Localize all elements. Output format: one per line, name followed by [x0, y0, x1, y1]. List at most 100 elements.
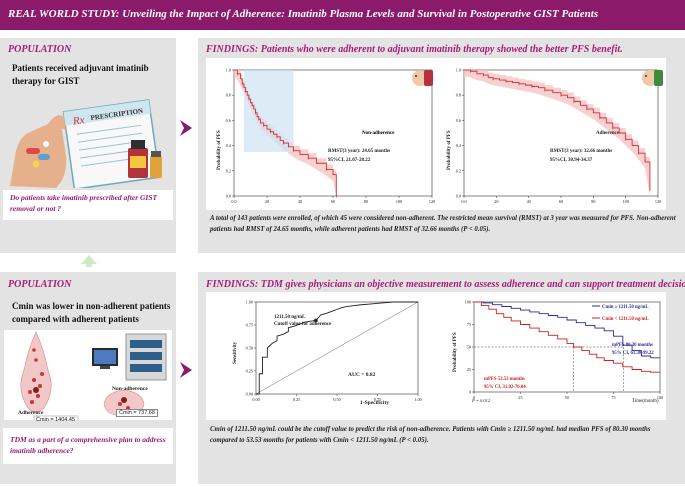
population-question-2: TDM as a part of a comprehensive plan to…: [10, 435, 166, 455]
km1-rmst-region: [243, 70, 294, 152]
km1-xtick-label: 20: [265, 199, 269, 204]
roc-xtick-label: 1.00: [414, 397, 421, 402]
km3-legend: Cmin ≥ 1211.50 ng/mL Cmin < 1211.50 ng/m…: [592, 305, 649, 322]
km1-ytick-label: 1.0: [226, 68, 231, 73]
km3-legend-high: Cmin ≥ 1211.50 ng/mL: [602, 305, 649, 310]
km1-xtick-label: 40: [298, 199, 302, 204]
findings-caption-1: A total of 143 patients were enrolled, o…: [210, 215, 676, 233]
km1-ci-band: [234, 70, 337, 196]
km2-annotation-1: RMST(3 year): 32.66 months: [550, 149, 612, 154]
km1-annotation-1: RMST(3 year): 24.65 months: [328, 149, 390, 154]
km3-xtick-label: 0: [473, 395, 475, 400]
km2-ytick-label: 0.2: [456, 168, 461, 173]
population-title-2: POPULATION: [8, 279, 72, 290]
km3-p-value: P = 0.012: [471, 398, 491, 403]
non-adherence-pill-icon: [410, 66, 434, 95]
pill-red: [26, 148, 40, 154]
non-adherence-label: Non-adherence: [112, 386, 148, 392]
km3-ytick-label: 50: [467, 345, 471, 350]
km2-ytick-label: 0.8: [456, 93, 461, 98]
km2-xtick-label: 100: [623, 199, 629, 204]
roc-xtick-label: 0.50: [333, 397, 340, 402]
roc-xtick-label: 0.75: [374, 397, 381, 402]
km1-group-label: Non-adherence: [362, 131, 395, 136]
roc-ytick-label: 0.50: [246, 346, 253, 351]
km2-xtick-label: 0.0: [461, 199, 466, 204]
roc-cutoff-label-2: Cutoff value for adherence: [274, 322, 332, 327]
km1-ytick-label: 0.0: [226, 194, 231, 199]
km3-xlabel: Time(month): [632, 399, 659, 404]
arrow-right-icon: [178, 360, 194, 385]
roc-auc-label: AUC = 0.82: [348, 372, 376, 378]
cmin-violin-plot: Adherence: [18, 331, 167, 420]
km3-ytick-label: 100: [465, 300, 471, 305]
km2-ylabel: Probability of PFS: [447, 130, 452, 170]
km1-xtick-label: 80: [364, 199, 368, 204]
roc-ytick-label: 1.00: [246, 300, 253, 305]
roc-ytick-label: 0.00: [246, 392, 253, 397]
findings-title-1: FINDINGS: Patients who were adherent to …: [206, 44, 623, 55]
km1-ylabel: Probability of PFS: [217, 130, 222, 170]
km2-xtick-label: 80: [591, 199, 595, 204]
roc-ytick-label: 0.75: [246, 323, 253, 328]
km3-median-low-1: mPFS 53.53 months: [484, 377, 525, 382]
km2-ytick-label: 1.0: [456, 68, 461, 73]
arrow-up-icon: [80, 254, 98, 273]
km3-xtick-label: 25: [518, 395, 522, 400]
roc-ylabel: Sensitivity: [233, 341, 238, 364]
km-chart-cmin: Probability of PFS 0 25 50 75 1000255075100 …: [453, 300, 663, 405]
km2-ytick-label: 0.4: [456, 143, 462, 148]
km3-curve-0: [474, 301, 660, 359]
population-text-1: Patients received adjuvant imatinib ther…: [12, 63, 149, 86]
adherence-cmean: C̄min = 1404.45: [36, 417, 75, 423]
findings-title-2: FINDINGS: TDM gives physicians an object…: [206, 279, 685, 290]
roc-curve: [256, 301, 418, 395]
km-chart-adherence: Probability of PFS 0.0 20 40 60 80 100 120 0.0 0…: [447, 68, 661, 205]
km2-ytick-label: 0.0: [456, 194, 461, 199]
roc-ytick-label: 0.25: [246, 369, 253, 374]
adherence-label: Adherence: [18, 410, 44, 416]
km3-median-low-2: 95% CI, 31.02-76.04: [484, 385, 526, 390]
km1-xtick-label: 120: [429, 199, 435, 204]
pill-blue: [38, 154, 50, 160]
km3-ytick-label: 0: [469, 390, 471, 395]
km1-ytick-label: 0.2: [226, 168, 231, 173]
km2-xtick-label: 120: [655, 199, 661, 204]
km2-ci-band: [464, 70, 650, 196]
roc-xtick-label: 0.25: [293, 397, 300, 402]
km2-xtick-label: 20: [494, 199, 498, 204]
km1-ytick-label: 0.8: [226, 93, 231, 98]
km1-ytick-label: 0.4: [226, 143, 232, 148]
title-banner: [0, 0, 685, 30]
km3-xtick-label: 50: [565, 395, 569, 400]
km2-annotation-2: 95%CI, 30.94-34.37: [550, 158, 593, 163]
roc-cutoff-point: [314, 318, 318, 323]
km1-xtick-label: 60: [331, 199, 335, 204]
roc-diagonal: [255, 301, 419, 395]
km3-xtick-label: 100: [657, 395, 663, 400]
population-question-1: Do patients take imatinib prescribed aft…: [10, 193, 158, 213]
findings-caption-2: Cmin of 1211.50 ng/mL could be the cutof…: [210, 426, 651, 444]
km1-ytick-label: 0.6: [226, 118, 231, 123]
rx-symbol: Rx: [71, 114, 85, 128]
prescription-illustration: Rx PRESCRIPTION: [8, 96, 166, 190]
km3-median-high-2: 95% CI, 61.38-99.22: [612, 351, 654, 356]
km1-annotation-2: 95%CI, 21.07-28.22: [328, 158, 371, 163]
km2-ytick-label: 0.6: [456, 118, 461, 123]
km3-ytick-label: 75: [467, 322, 471, 327]
km-chart-non-adherence: Probability of PFS 0.0 20 40 60 80 100 120 0.0 0…: [217, 68, 435, 205]
km1-xtick-label: 0.0: [231, 199, 236, 204]
km3-curve-1: [474, 301, 660, 373]
population-title-1: POPULATION: [8, 44, 72, 55]
km2-xtick-label: 60: [559, 199, 563, 204]
arrow-right-icon: [178, 118, 194, 143]
km3-legend-low: Cmin < 1211.50 ng/mL: [602, 317, 649, 322]
adherence-pill-icon: [640, 66, 664, 95]
km3-ylabel: Probability of PFS: [453, 332, 458, 372]
roc-xtick-label: 0.00: [252, 397, 259, 402]
km3-xtick-label: 75: [611, 395, 615, 400]
km3-median-high-1: mPFS 80.30 months: [612, 343, 653, 348]
banner-title: REAL WORLD STUDY: Unveiling the Impact o…: [8, 8, 599, 20]
population-text-2: Cmin was lower in non-adherent patients …: [12, 301, 171, 324]
km2-group-label: Adherence: [596, 131, 620, 136]
